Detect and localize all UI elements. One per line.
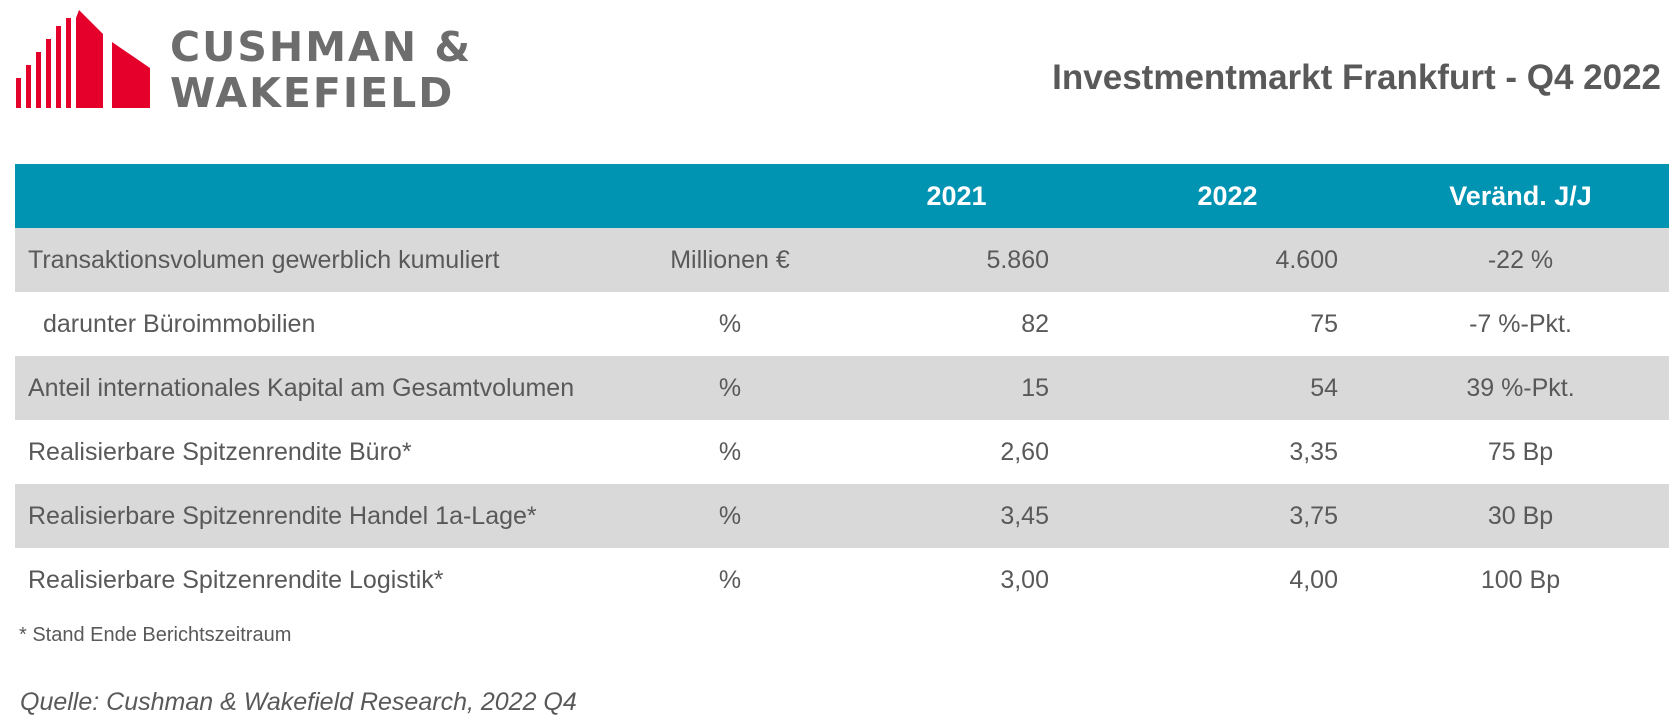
table-row: Realisierbare Spitzenrendite Büro* % 2,6… — [15, 420, 1669, 484]
row-label: Realisierbare Spitzenrendite Handel 1a-L… — [15, 484, 630, 548]
row-unit: % — [630, 484, 830, 548]
row-change: 75 Bp — [1487, 437, 1554, 466]
row-change: -22 % — [1372, 228, 1669, 292]
row-value-2021: 82 — [1021, 309, 1049, 338]
row-value-2021: 15 — [830, 356, 1083, 420]
row-change: -7 %-Pkt. — [1469, 309, 1572, 338]
row-value-2022: 54 — [1083, 356, 1372, 420]
row-change: 100 Bp — [1480, 565, 1561, 594]
logo-text-line2: WAKEFIELD — [170, 69, 455, 117]
table-row: darunter Büroimmobilien % 82 75 -7 %-Pkt… — [15, 292, 1669, 356]
row-label: Transaktionsvolumen gewerblich kumuliert — [15, 228, 630, 292]
investment-table: 2021 2022 Veränd. J/J Transaktionsvolume… — [15, 164, 1669, 612]
row-label: Realisierbare Spitzenrendite Büro* — [28, 437, 412, 466]
logo-text-line1: CUSHMAN & — [170, 23, 473, 71]
header-label — [15, 164, 630, 228]
row-label: Realisierbare Spitzenrendite Logistik* — [28, 565, 444, 594]
table-row: Anteil internationales Kapital am Gesamt… — [15, 356, 1669, 420]
row-change: 39 %-Pkt. — [1372, 356, 1669, 420]
row-value-2021: 5.860 — [830, 228, 1083, 292]
footnote: * Stand Ende Berichtszeitraum — [19, 624, 292, 646]
row-unit: Millionen € — [630, 228, 830, 292]
row-value-2021: 3,45 — [830, 484, 1083, 548]
row-label: darunter Büroimmobilien — [43, 309, 316, 338]
report-title: Investmentmarkt Frankfurt - Q4 2022 — [1052, 58, 1661, 97]
header-unit — [630, 164, 830, 228]
row-value-2022: 3,35 — [1289, 437, 1338, 466]
header-change: Veränd. J/J — [1372, 164, 1669, 228]
table-header-row: 2021 2022 Veränd. J/J — [15, 164, 1669, 228]
row-change: 30 Bp — [1372, 484, 1669, 548]
table-row: Realisierbare Spitzenrendite Logistik* %… — [15, 548, 1669, 612]
source-note: Quelle: Cushman & Wakefield Research, 20… — [20, 688, 577, 716]
row-label: Anteil internationales Kapital am Gesamt… — [15, 356, 630, 420]
row-unit: % — [718, 437, 742, 466]
row-value-2022: 4.600 — [1083, 228, 1372, 292]
table-row: Realisierbare Spitzenrendite Handel 1a-L… — [15, 484, 1669, 548]
table-row: Transaktionsvolumen gewerblich kumuliert… — [15, 228, 1669, 292]
row-unit: % — [718, 565, 742, 594]
header-2021: 2021 — [830, 164, 1083, 228]
row-value-2022: 3,75 — [1083, 484, 1372, 548]
row-unit: % — [630, 356, 830, 420]
row-value-2021: 3,00 — [1000, 565, 1049, 594]
row-value-2022: 4,00 — [1289, 565, 1338, 594]
logo-mark-icon — [16, 10, 150, 108]
row-unit: % — [718, 309, 742, 338]
row-value-2021: 2,60 — [1000, 437, 1049, 466]
header-2022: 2022 — [1083, 164, 1372, 228]
cushman-wakefield-logo: CUSHMAN & WAKEFIELD — [16, 10, 486, 116]
logo-wordmark: CUSHMAN & WAKEFIELD — [170, 24, 472, 116]
row-value-2022: 75 — [1310, 309, 1338, 338]
